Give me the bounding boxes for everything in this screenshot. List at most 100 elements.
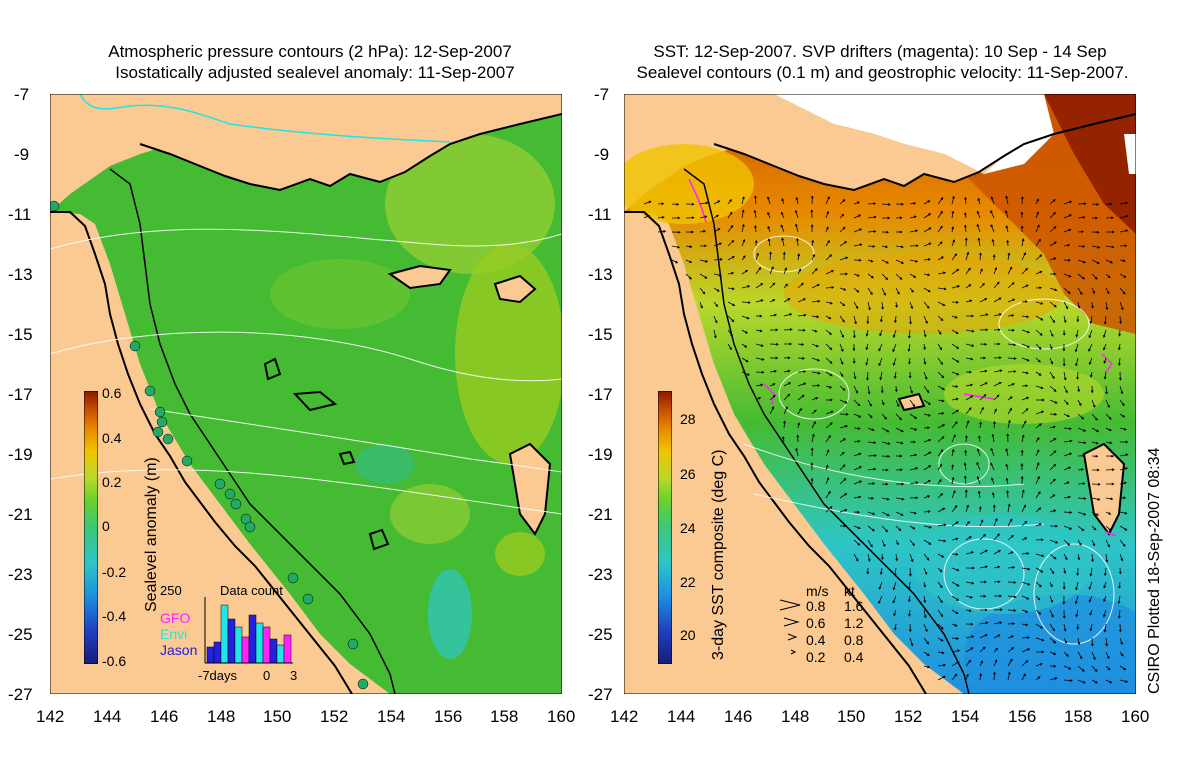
velocity-arrow xyxy=(951,285,961,289)
velocity-arrow xyxy=(895,553,899,562)
velocity-arrow xyxy=(1063,413,1070,417)
velocity-arrow xyxy=(853,287,860,293)
velocity-arrow xyxy=(866,315,870,325)
velocity-arrow xyxy=(853,385,858,394)
velocity-arrow xyxy=(1005,463,1009,471)
right-colorbar-tick: 20 xyxy=(680,627,696,643)
velocity-arrow xyxy=(951,623,958,627)
velocity-arrow xyxy=(1021,648,1031,653)
right-x-tick: 152 xyxy=(894,707,923,726)
velocity-key-kt: 0.4 xyxy=(844,649,864,665)
velocity-arrow xyxy=(1077,665,1085,672)
velocity-arrow xyxy=(892,595,897,604)
velocity-arrow xyxy=(783,298,791,303)
velocity-arrow xyxy=(937,241,943,247)
velocity-arrow xyxy=(1074,343,1079,353)
velocity-arrow xyxy=(895,399,900,408)
velocity-arrow xyxy=(713,257,723,261)
right-x-tick: 160 xyxy=(1121,707,1150,726)
velocity-arrow xyxy=(727,315,735,323)
velocity-arrow xyxy=(1020,195,1024,205)
velocity-arrow xyxy=(923,273,931,277)
velocity-arrow xyxy=(977,490,981,499)
velocity-arrow xyxy=(783,267,787,275)
velocity-arrow xyxy=(853,413,862,418)
velocity-arrow xyxy=(895,525,902,532)
inset-legend-jason: Jason xyxy=(160,642,198,658)
velocity-arrow xyxy=(937,301,946,306)
velocity-arrow xyxy=(878,595,883,605)
left-colorbar-tick: 0.2 xyxy=(102,474,122,490)
velocity-arrow xyxy=(979,594,987,598)
velocity-arrow xyxy=(1035,211,1039,219)
velocity-arrow xyxy=(1049,609,1054,618)
velocity-arrow xyxy=(993,608,1003,612)
velocity-arrow xyxy=(1063,385,1068,394)
velocity-arrow xyxy=(685,202,695,206)
velocity-arrow xyxy=(1007,595,1017,599)
velocity-arrow xyxy=(741,223,745,233)
velocity-arrow xyxy=(993,420,996,429)
velocity-arrow xyxy=(839,343,844,353)
velocity-arrow xyxy=(825,385,833,389)
velocity-arrow xyxy=(1077,259,1086,264)
velocity-arrow xyxy=(1103,371,1107,380)
velocity-arrow xyxy=(1091,482,1101,486)
velocity-arrow xyxy=(1091,202,1100,206)
velocity-arrow xyxy=(1035,301,1044,305)
velocity-arrow xyxy=(657,215,665,219)
velocity-arrow xyxy=(951,371,960,376)
velocity-arrow xyxy=(937,595,943,604)
velocity-arrow xyxy=(727,199,732,205)
velocity-arrow xyxy=(963,475,967,485)
velocity-arrow xyxy=(755,370,765,374)
velocity-arrow xyxy=(923,595,927,604)
velocity-arrow xyxy=(979,549,988,555)
velocity-arrow xyxy=(965,407,972,415)
velocity-arrow xyxy=(1021,343,1031,348)
velocity-arrow xyxy=(769,328,779,332)
velocity-arrow xyxy=(755,314,763,318)
velocity-arrow xyxy=(796,434,800,443)
velocity-arrow xyxy=(1021,420,1027,429)
velocity-arrow xyxy=(853,214,862,219)
velocity-arrow xyxy=(1088,595,1093,603)
velocity-arrow xyxy=(754,195,757,205)
velocity-arrow xyxy=(976,475,981,485)
left-colorbar-tick: 0.4 xyxy=(102,430,122,446)
velocity-arrow xyxy=(1091,468,1100,472)
velocity-arrow xyxy=(867,244,876,248)
velocity-arrow xyxy=(1117,609,1121,619)
velocity-arrow xyxy=(1035,198,1039,205)
velocity-arrow xyxy=(965,647,974,653)
velocity-arrow xyxy=(853,452,862,457)
velocity-arrow xyxy=(769,342,779,346)
velocity-arrow xyxy=(782,436,785,443)
velocity-arrow xyxy=(937,567,943,573)
velocity-arrow xyxy=(1105,511,1112,515)
velocity-arrow xyxy=(937,609,944,618)
velocity-arrow xyxy=(937,424,946,429)
velocity-arrow xyxy=(881,399,885,406)
velocity-arrow xyxy=(1049,199,1056,205)
velocity-arrow xyxy=(810,462,814,471)
inset-legend-envi: Envi xyxy=(160,626,188,642)
velocity-arrow xyxy=(825,239,830,247)
velocity-arrow xyxy=(1077,679,1086,684)
velocity-arrow xyxy=(839,524,847,528)
velocity-arrow xyxy=(1035,437,1040,443)
velocity-arrow xyxy=(1063,651,1069,657)
velocity-arrow xyxy=(867,413,873,419)
right-australia-land xyxy=(624,212,924,694)
velocity-arrow xyxy=(1105,679,1113,684)
left-australia-land xyxy=(50,212,350,694)
velocity-arrow xyxy=(979,519,984,527)
velocity-arrow xyxy=(1049,399,1058,404)
velocity-arrow xyxy=(1049,301,1057,308)
velocity-arrow xyxy=(1077,637,1081,646)
velocity-arrow xyxy=(867,259,874,263)
velocity-arrow xyxy=(909,553,914,563)
velocity-arrow xyxy=(811,409,817,415)
velocity-arrow xyxy=(923,371,928,380)
velocity-arrow xyxy=(797,343,805,346)
